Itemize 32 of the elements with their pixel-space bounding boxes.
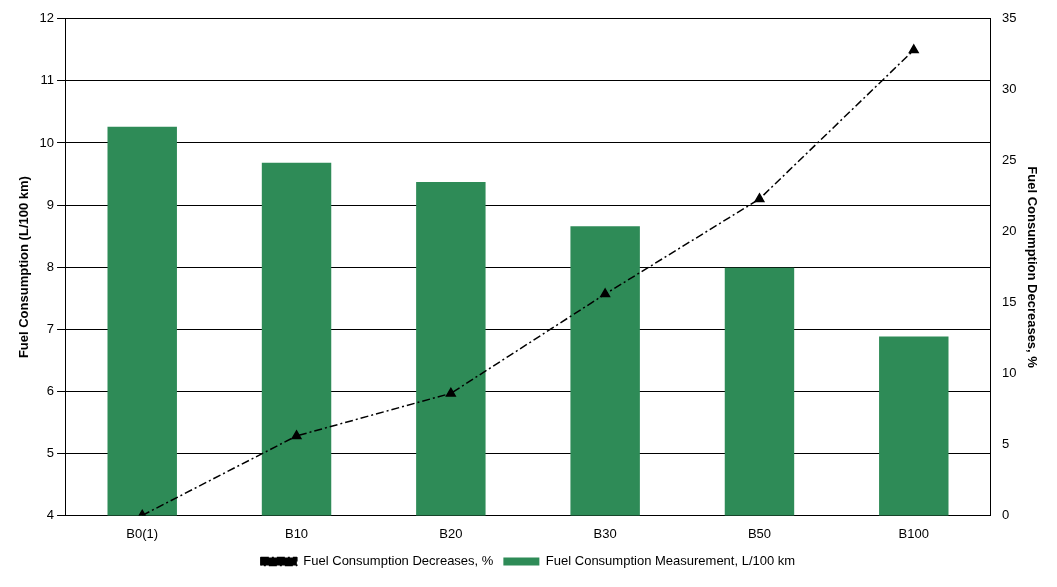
point [908, 44, 919, 54]
point [445, 387, 456, 397]
legend-label: Fuel Consumption Decreases, % [303, 553, 494, 569]
x-tick-label: B50 [747, 525, 772, 541]
y-tick-label: 10 [39, 134, 55, 150]
y2-tick-label: 35 [1001, 10, 1017, 26]
y-tick-label: 7 [46, 320, 55, 336]
y2-tick-label: 0 [1001, 506, 1010, 522]
x-tick-label: B20 [439, 525, 463, 541]
y-tick-label: 5 [46, 444, 55, 460]
y-tick-label: 6 [46, 382, 55, 398]
y2-tick-label: 30 [1001, 81, 1017, 97]
y-tick-label: 11 [40, 72, 55, 88]
x-tick-label: B0(1) [126, 525, 159, 541]
x-tick-label: B10 [284, 525, 309, 541]
y2-tick-label: 20 [1001, 223, 1017, 239]
x-tick-label: B100 [898, 525, 929, 541]
point [754, 193, 765, 203]
y-tick-label: 8 [46, 258, 55, 274]
y-tick-label: 9 [46, 196, 55, 212]
point [600, 288, 611, 298]
y2-tick-label: 25 [1001, 152, 1017, 168]
y2-tick-label: 10 [1001, 365, 1017, 381]
y-axis-title: Fuel Consumption (L/100 km) [16, 176, 32, 359]
y2-axis-title: Fuel Consumption Decreases, % [1024, 166, 1040, 369]
x-tick-label: B30 [593, 525, 617, 541]
y-tick-label: 12 [39, 10, 55, 26]
y-tick-label: 4 [46, 506, 55, 522]
y2-tick-label: 5 [1001, 436, 1010, 452]
legend-label: Fuel Consumption Measurement, L/100 km [545, 553, 796, 569]
y2-tick-label: 15 [1001, 294, 1017, 310]
point [291, 430, 302, 440]
